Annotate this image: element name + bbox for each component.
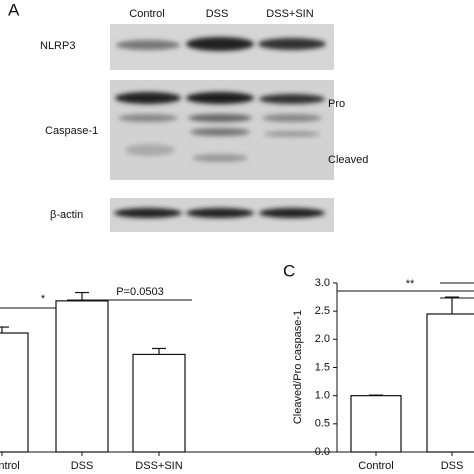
y-tick-label: 2.5 — [315, 305, 330, 317]
panel-label: C — [283, 261, 295, 280]
form-label: Cleaved — [328, 154, 368, 166]
x-tick-label: DSS+SIN — [135, 460, 182, 472]
blot-caspase — [110, 80, 334, 180]
y-tick-label: 3.0 — [315, 277, 330, 289]
bar — [132, 353, 186, 453]
y-tick-label: 1.0 — [315, 390, 330, 402]
panel-label: A — [8, 0, 20, 19]
bar — [350, 395, 402, 453]
sig-label: ** — [406, 278, 415, 290]
blot-actin — [110, 198, 334, 232]
lane-label: DSS+SIN — [266, 8, 313, 20]
form-label: Pro — [328, 98, 345, 110]
blot-nlrp3 — [110, 24, 334, 70]
y-tick-label: 0.0 — [315, 446, 330, 458]
lane-label: Control — [129, 8, 164, 20]
row-label: β-actin — [50, 209, 83, 221]
row-label: Caspase-1 — [45, 125, 98, 137]
x-tick-label: Control — [0, 460, 20, 472]
x-tick-label: DSS — [441, 460, 464, 472]
bar — [426, 313, 474, 453]
p-value: P=0.0503 — [116, 286, 163, 298]
x-tick-label: DSS — [71, 460, 94, 472]
y-axis-label: Cleaved/Pro caspase-1 — [292, 310, 304, 424]
bar — [55, 300, 109, 453]
y-tick-label: 1.5 — [315, 361, 330, 373]
y-tick-label: 0.5 — [315, 418, 330, 430]
row-label: NLRP3 — [40, 40, 75, 52]
y-tick-label: 2.0 — [315, 333, 330, 345]
bar — [0, 332, 29, 453]
lane-label: DSS — [206, 8, 229, 20]
sig-label: * — [41, 293, 46, 305]
x-tick-label: Control — [358, 460, 393, 472]
